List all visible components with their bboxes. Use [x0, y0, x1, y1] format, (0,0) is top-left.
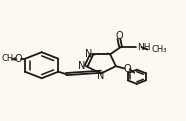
Text: CH₃: CH₃ [151, 45, 167, 54]
Text: NH: NH [137, 43, 151, 52]
Text: CH₃: CH₃ [1, 54, 17, 63]
Text: N: N [78, 61, 85, 71]
Text: O: O [115, 31, 123, 41]
Text: O: O [15, 54, 22, 64]
Text: N: N [85, 49, 92, 59]
Text: O: O [123, 64, 131, 74]
Text: N: N [97, 72, 105, 81]
